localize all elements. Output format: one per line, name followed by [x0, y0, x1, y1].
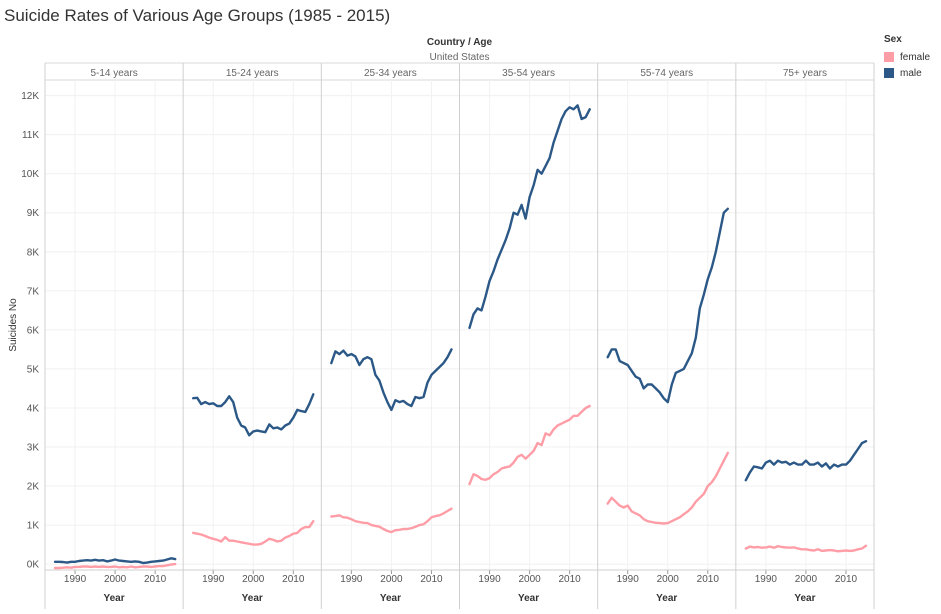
facet-header: 15-24 years: [226, 68, 279, 79]
x-tick-label: 2000: [104, 574, 127, 585]
x-axis-title: Year: [656, 593, 677, 604]
x-axis-title: Year: [794, 593, 815, 604]
x-tick-label: 2000: [657, 574, 680, 585]
y-tick-label: 12K: [21, 91, 39, 102]
legend-swatch-male: [884, 68, 894, 78]
faceted-line-chart: Country / Age United States Suicides No 0K 1…: [8, 37, 875, 609]
x-axis-title: Year: [380, 593, 401, 604]
x-axis-title: Year: [242, 593, 263, 604]
y-tick-label: 1K: [27, 521, 40, 532]
y-tick-label: 5K: [27, 364, 40, 375]
x-axis-title: Year: [104, 593, 125, 604]
y-tick-label: 10K: [21, 169, 39, 180]
x-tick-label: 1990: [478, 574, 501, 585]
y-tick-label: 9K: [27, 208, 40, 219]
y-tick-label: 8K: [27, 247, 40, 258]
x-tick-label: 1990: [202, 574, 225, 585]
legend-swatch-female: [884, 52, 894, 62]
x-tick-label: 2010: [835, 574, 858, 585]
x-tick-label: 2010: [559, 574, 582, 585]
series-line-female: [191, 520, 315, 546]
column-group-header: Country / Age: [427, 37, 493, 48]
facet-header: 25-34 years: [364, 68, 417, 79]
x-tick-label: 1990: [617, 574, 640, 585]
x-tick-label: 2010: [282, 574, 305, 585]
series-line-female: [468, 404, 591, 486]
series-line-male: [191, 393, 315, 437]
x-tick-label: 1990: [64, 574, 87, 585]
y-tick-label: 4K: [27, 403, 40, 414]
series-line-female: [744, 544, 868, 553]
legend-item-male[interactable]: male: [884, 67, 930, 79]
y-tick-label: 2K: [27, 482, 40, 493]
series-line-female: [606, 451, 729, 525]
y-axis-title: Suicides No: [8, 298, 19, 352]
legend-label-female: female: [900, 51, 931, 63]
series-line-female: [53, 562, 177, 570]
legend-title: Sex: [884, 34, 902, 45]
series-line-male: [53, 557, 177, 565]
x-tick-label: 2010: [144, 574, 167, 585]
country-header: United States: [429, 52, 489, 63]
series-line-female: [330, 507, 453, 534]
facet-header: 55-74 years: [640, 68, 693, 79]
y-tick-label: 11K: [22, 130, 39, 141]
legend-item-female[interactable]: female: [884, 51, 930, 63]
x-tick-label: 2010: [697, 574, 720, 585]
series-line-male: [744, 440, 868, 482]
x-tick-label: 2000: [518, 574, 541, 585]
y-tick-label: 3K: [27, 443, 40, 454]
x-tick-label: 1990: [755, 574, 778, 585]
x-tick-label: 2000: [795, 574, 818, 585]
legend[interactable]: Sex female male: [884, 34, 930, 83]
y-tick-label: 6K: [27, 325, 40, 336]
facet-header: 35-54 years: [502, 68, 555, 79]
facet-header: 75+ years: [783, 68, 827, 79]
legend-label-male: male: [900, 67, 922, 79]
chart-title: Suicide Rates of Various Age Groups (198…: [4, 6, 391, 25]
series-line-male: [330, 348, 453, 412]
x-tick-label: 2000: [380, 574, 403, 585]
series-line-male: [606, 207, 729, 404]
x-tick-label: 1990: [340, 574, 363, 585]
x-tick-label: 2000: [242, 574, 265, 585]
y-tick-label: 0K: [27, 560, 40, 571]
facet-header: 5-14 years: [90, 68, 137, 79]
y-tick-label: 7K: [27, 286, 40, 297]
x-axis-title: Year: [518, 593, 539, 604]
series-line-male: [468, 104, 591, 330]
x-tick-label: 2010: [420, 574, 443, 585]
